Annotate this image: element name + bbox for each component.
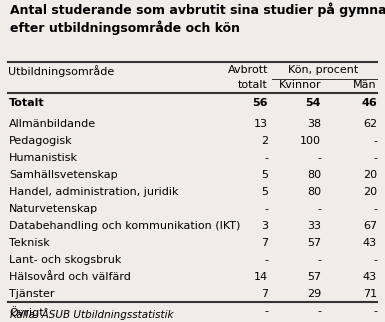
Text: Hälsovård och välfärd: Hälsovård och välfärd bbox=[9, 272, 131, 282]
Text: 7: 7 bbox=[261, 289, 268, 299]
Text: Handel, administration, juridik: Handel, administration, juridik bbox=[9, 187, 179, 197]
Text: -: - bbox=[264, 255, 268, 265]
Text: -: - bbox=[373, 136, 377, 146]
Text: 20: 20 bbox=[363, 170, 377, 180]
Text: 20: 20 bbox=[363, 187, 377, 197]
Text: -: - bbox=[264, 204, 268, 214]
Text: -: - bbox=[373, 204, 377, 214]
Text: Lant- och skogsbruk: Lant- och skogsbruk bbox=[9, 255, 122, 265]
Text: 62: 62 bbox=[363, 119, 377, 129]
Text: 43: 43 bbox=[363, 272, 377, 282]
Text: 80: 80 bbox=[307, 170, 321, 180]
Text: Databehandling och kommunikation (IKT): Databehandling och kommunikation (IKT) bbox=[9, 221, 241, 231]
Text: 3: 3 bbox=[261, 221, 268, 231]
Text: -: - bbox=[317, 153, 321, 163]
Text: 57: 57 bbox=[307, 272, 321, 282]
Text: 33: 33 bbox=[307, 221, 321, 231]
Text: -: - bbox=[373, 255, 377, 265]
Text: -: - bbox=[264, 153, 268, 163]
Text: 57: 57 bbox=[307, 238, 321, 248]
Text: Kön, procent: Kön, procent bbox=[288, 65, 358, 75]
Text: 29: 29 bbox=[307, 289, 321, 299]
Text: -: - bbox=[317, 204, 321, 214]
Text: 54: 54 bbox=[306, 98, 321, 108]
Text: 7: 7 bbox=[261, 238, 268, 248]
Text: Kvinnor: Kvinnor bbox=[278, 80, 321, 90]
Text: 2: 2 bbox=[261, 136, 268, 146]
Text: Samhällsvetenskap: Samhällsvetenskap bbox=[9, 170, 118, 180]
Text: 43: 43 bbox=[363, 238, 377, 248]
Text: Antal studerande som avbrutit sina studier på gymnasienivå 2019
efter utbildning: Antal studerande som avbrutit sina studi… bbox=[10, 2, 385, 34]
Text: 5: 5 bbox=[261, 170, 268, 180]
Text: 5: 5 bbox=[261, 187, 268, 197]
Text: -: - bbox=[373, 306, 377, 316]
Text: 14: 14 bbox=[254, 272, 268, 282]
Text: 46: 46 bbox=[361, 98, 377, 108]
Text: 100: 100 bbox=[300, 136, 321, 146]
Text: Män: Män bbox=[353, 80, 377, 90]
Text: -: - bbox=[317, 306, 321, 316]
Text: Humanistisk: Humanistisk bbox=[9, 153, 78, 163]
Text: -: - bbox=[317, 255, 321, 265]
Text: Allmänbildande: Allmänbildande bbox=[9, 119, 96, 129]
Text: 71: 71 bbox=[363, 289, 377, 299]
Text: Teknisk: Teknisk bbox=[9, 238, 50, 248]
Text: 80: 80 bbox=[307, 187, 321, 197]
Text: Övrigt: Övrigt bbox=[9, 306, 44, 318]
Text: Pedagogisk: Pedagogisk bbox=[9, 136, 73, 146]
Text: totalt: totalt bbox=[238, 80, 268, 90]
Text: 67: 67 bbox=[363, 221, 377, 231]
Text: 56: 56 bbox=[253, 98, 268, 108]
Text: 38: 38 bbox=[307, 119, 321, 129]
Text: Källa: ÅSUB Utbildningsstatistik: Källa: ÅSUB Utbildningsstatistik bbox=[10, 308, 173, 320]
Text: 13: 13 bbox=[254, 119, 268, 129]
Text: Naturvetenskap: Naturvetenskap bbox=[9, 204, 98, 214]
Text: Totalt: Totalt bbox=[9, 98, 45, 108]
Text: -: - bbox=[264, 306, 268, 316]
Text: Avbrott: Avbrott bbox=[228, 65, 268, 75]
Text: Utbildningsområde: Utbildningsområde bbox=[8, 65, 114, 77]
Text: Tjänster: Tjänster bbox=[9, 289, 55, 299]
Text: -: - bbox=[373, 153, 377, 163]
